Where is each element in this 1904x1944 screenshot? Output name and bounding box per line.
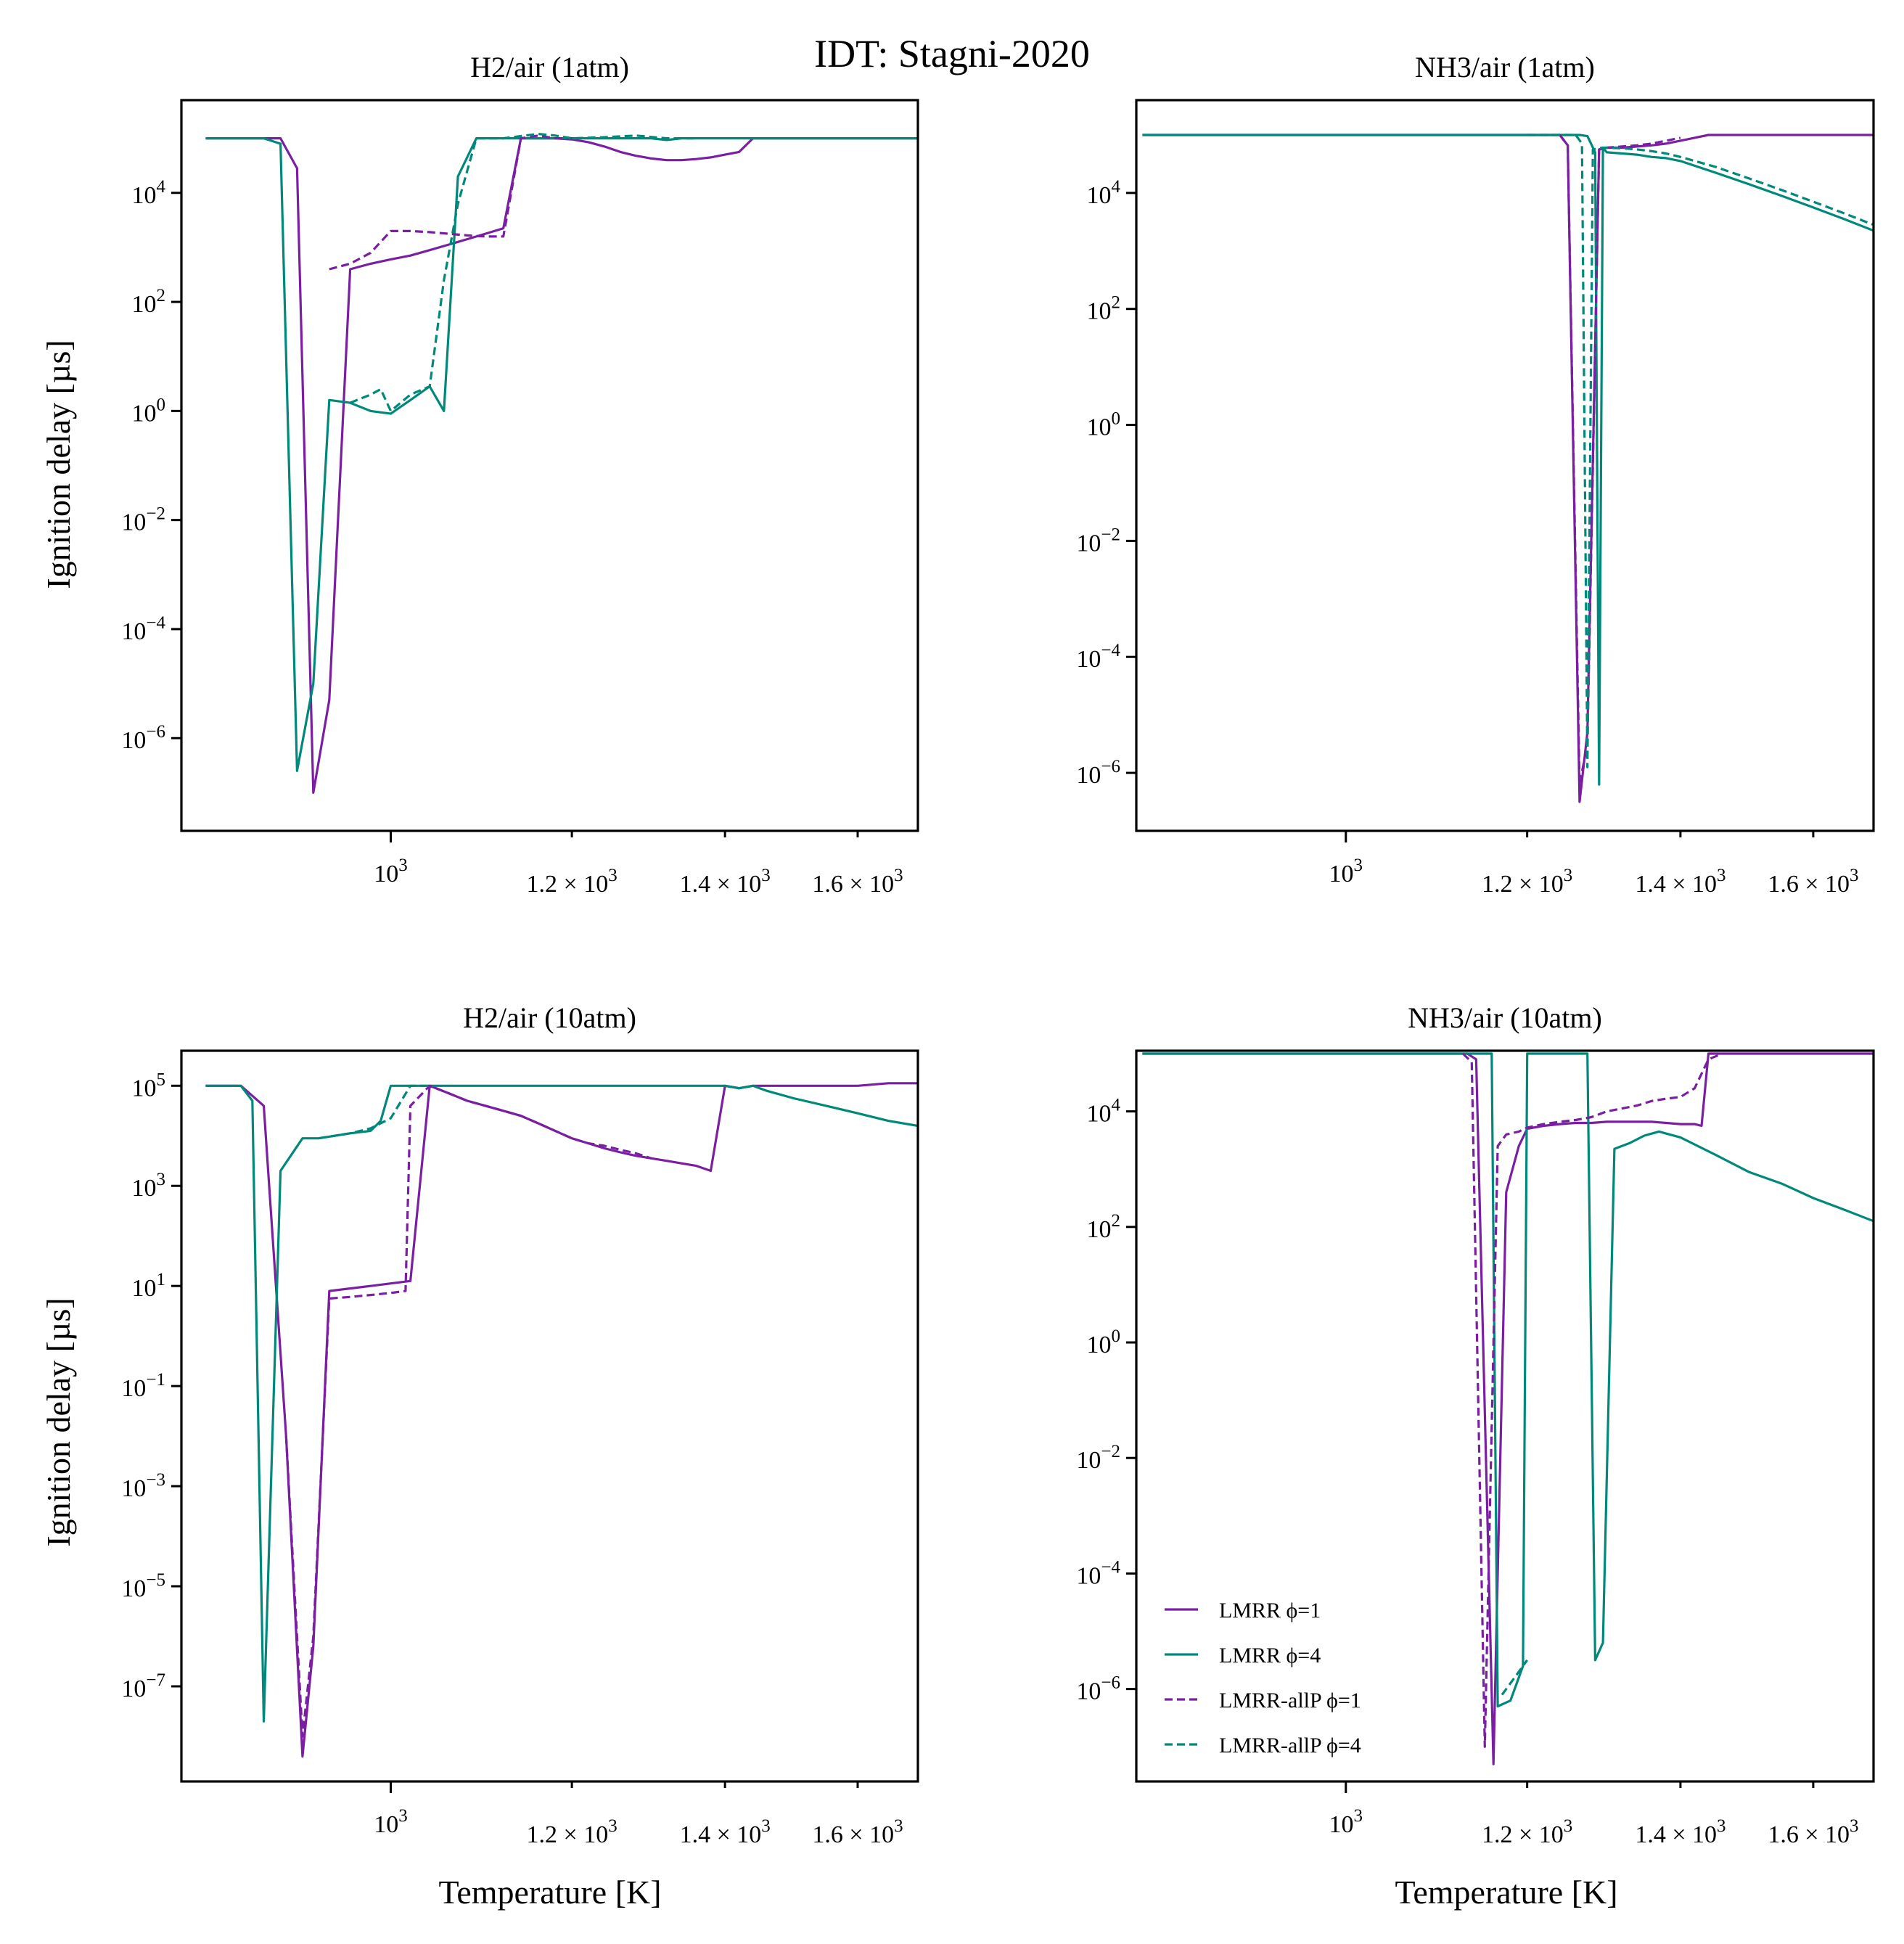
y-tick-label: 10−6 bbox=[121, 722, 165, 754]
x-tick-label: 103 bbox=[1329, 1806, 1363, 1838]
y-tick-label: 104 bbox=[132, 177, 166, 209]
y-tick-label: 102 bbox=[1087, 1211, 1121, 1243]
panel-nh3-air-10atm: NH3/air (10atm) 10−6 10−4 10−2 100 102 104 103 1… bbox=[1076, 1001, 1875, 1848]
x-axis-label-right: Temperature [K] bbox=[1395, 1874, 1617, 1911]
y-tick-label: 104 bbox=[1087, 177, 1121, 209]
y-tick-label: 10−7 bbox=[121, 1670, 165, 1702]
y-tick-label: 10−6 bbox=[1076, 1673, 1120, 1705]
y-tick-label: 10−2 bbox=[1076, 525, 1120, 557]
y-tick-label: 10−4 bbox=[1076, 1557, 1120, 1589]
series-line-lmrr-1 bbox=[205, 1082, 918, 1758]
x-tick-label: 1.2 × 103 bbox=[527, 866, 617, 898]
legend-label-lmrr-allp-4: LMRR-allP ϕ=4 bbox=[1219, 1734, 1361, 1758]
legend-label-lmrr-allp-1: LMRR-allP ϕ=1 bbox=[1219, 1689, 1361, 1713]
series-line-lmrr-allp-4 bbox=[1501, 1659, 1528, 1696]
legend-label-lmrr-4: LMRR ϕ=4 bbox=[1219, 1644, 1321, 1668]
legend-label-lmrr-1: LMRR ϕ=1 bbox=[1219, 1599, 1321, 1623]
y-tick-label: 105 bbox=[132, 1070, 166, 1102]
panel-title: NH3/air (1atm) bbox=[1415, 51, 1595, 83]
x-tick-label: 103 bbox=[374, 856, 408, 887]
y-tick-label: 102 bbox=[132, 286, 166, 318]
x-tick-label: 103 bbox=[1329, 856, 1363, 887]
series-line-lmrr-4 bbox=[205, 1084, 918, 1723]
axes-frame bbox=[180, 99, 919, 832]
series-line-lmrr-4 bbox=[1142, 134, 1874, 786]
series-line-lmrr-allp-4 bbox=[1527, 134, 1874, 768]
panel-title: H2/air (1atm) bbox=[470, 51, 629, 83]
x-tick-label: 1.2 × 103 bbox=[1482, 866, 1572, 898]
x-tick-label: 1.4 × 103 bbox=[680, 1816, 771, 1848]
x-tick-label: 1.2 × 103 bbox=[527, 1816, 617, 1848]
y-tick-label: 103 bbox=[132, 1170, 166, 1202]
x-tick-label: 1.4 × 103 bbox=[1635, 1816, 1726, 1848]
axes-frame bbox=[1135, 1049, 1875, 1783]
legend: LMRR ϕ=1 LMRR ϕ=4 LMRR-allP ϕ=1 LMRR-allP ϕ… bbox=[1165, 1599, 1361, 1758]
y-tick-label: 102 bbox=[1087, 293, 1121, 325]
series-line-lmrr-1 bbox=[1142, 134, 1874, 803]
axes-frame bbox=[1135, 99, 1875, 832]
series-line-lmrr-allp-1 bbox=[284, 1084, 652, 1738]
panel-nh3-air-1atm: NH3/air (1atm) 10−6 10−4 10−2 100 102 104 103 1.… bbox=[1076, 51, 1875, 898]
series-line-lmrr-allp-4 bbox=[318, 1084, 430, 1140]
x-tick-label: 103 bbox=[374, 1806, 408, 1838]
panel-h2-air-10atm: H2/air (10atm) 10−7 10−5 10−3 10−1 101 103 105 1… bbox=[121, 1001, 919, 1848]
x-axis-label-left: Temperature [K] bbox=[438, 1874, 661, 1911]
y-axis-label-top: Ignition delay [µs] bbox=[40, 340, 77, 588]
series-line-lmrr-1 bbox=[205, 137, 918, 795]
y-tick-label: 10−4 bbox=[121, 613, 165, 645]
x-tick-label: 1.2 × 103 bbox=[1482, 1816, 1572, 1848]
x-tick-label: 1.6 × 103 bbox=[812, 1816, 903, 1848]
series-line-lmrr-4 bbox=[1142, 1052, 1874, 1708]
y-tick-label: 10−5 bbox=[121, 1570, 165, 1602]
series-line-lmrr-allp-1 bbox=[329, 134, 573, 271]
y-tick-label: 100 bbox=[1087, 1326, 1121, 1358]
y-tick-label: 10−2 bbox=[121, 504, 165, 536]
y-tick-label: 100 bbox=[132, 395, 166, 427]
y-tick-label: 100 bbox=[1087, 409, 1121, 441]
x-tick-label: 1.6 × 103 bbox=[1768, 866, 1858, 898]
series-line-lmrr-allp-4 bbox=[350, 133, 697, 413]
y-tick-label: 10−6 bbox=[1076, 757, 1120, 789]
series-line-lmrr-4 bbox=[205, 137, 918, 772]
x-tick-label: 1.4 × 103 bbox=[680, 866, 771, 898]
series-line-lmrr-1 bbox=[1142, 1052, 1874, 1765]
x-tick-label: 1.6 × 103 bbox=[1768, 1816, 1858, 1848]
y-tick-label: 101 bbox=[132, 1270, 166, 1302]
series-line-lmrr-allp-1 bbox=[1462, 1052, 1723, 1748]
x-tick-label: 1.4 × 103 bbox=[1635, 866, 1726, 898]
y-tick-label: 10−3 bbox=[121, 1470, 165, 1502]
y-tick-label: 10−2 bbox=[1076, 1442, 1120, 1474]
panel-title: H2/air (10atm) bbox=[463, 1001, 636, 1034]
y-tick-label: 104 bbox=[1087, 1096, 1121, 1128]
x-tick-label: 1.6 × 103 bbox=[812, 866, 903, 898]
y-tick-label: 10−4 bbox=[1076, 641, 1120, 673]
panel-title: NH3/air (10atm) bbox=[1408, 1001, 1602, 1034]
figure-suptitle: IDT: Stagni-2020 bbox=[814, 32, 1090, 75]
axes-frame bbox=[180, 1049, 919, 1783]
y-tick-label: 10−1 bbox=[121, 1370, 165, 1402]
y-axis-label-bottom: Ignition delay [µs] bbox=[40, 1297, 77, 1546]
panel-h2-air-1atm: H2/air (1atm) 10−6 10−4 10−2 100 102 104 103 1.2… bbox=[121, 51, 919, 898]
